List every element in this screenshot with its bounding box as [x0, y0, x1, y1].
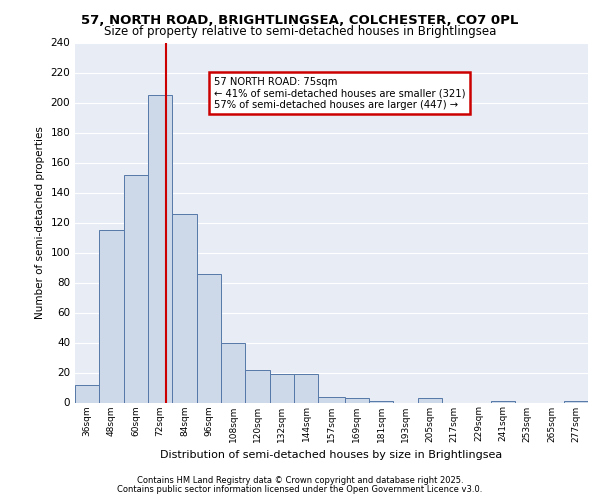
Text: 57, NORTH ROAD, BRIGHTLINGSEA, COLCHESTER, CO7 0PL: 57, NORTH ROAD, BRIGHTLINGSEA, COLCHESTE… [82, 14, 518, 27]
Bar [221, 342, 245, 402]
Bar [319, 396, 344, 402]
Bar [245, 370, 269, 402]
Bar [124, 174, 148, 402]
Text: Contains HM Land Registry data © Crown copyright and database right 2025.: Contains HM Land Registry data © Crown c… [137, 476, 463, 485]
Text: Contains public sector information licensed under the Open Government Licence v3: Contains public sector information licen… [118, 485, 482, 494]
Bar [148, 95, 172, 402]
Bar [100, 230, 124, 402]
Bar [418, 398, 442, 402]
Bar [197, 274, 221, 402]
Y-axis label: Number of semi-detached properties: Number of semi-detached properties [35, 126, 45, 319]
Bar [294, 374, 319, 402]
Bar [369, 401, 394, 402]
Bar [172, 214, 197, 402]
Bar [269, 374, 294, 402]
Text: Size of property relative to semi-detached houses in Brightlingsea: Size of property relative to semi-detach… [104, 25, 496, 38]
Bar [75, 384, 100, 402]
Bar [344, 398, 369, 402]
Text: 57 NORTH ROAD: 75sqm
← 41% of semi-detached houses are smaller (321)
57% of semi: 57 NORTH ROAD: 75sqm ← 41% of semi-detac… [214, 76, 465, 110]
Bar [491, 401, 515, 402]
X-axis label: Distribution of semi-detached houses by size in Brightlingsea: Distribution of semi-detached houses by … [160, 450, 503, 460]
Bar [563, 401, 588, 402]
